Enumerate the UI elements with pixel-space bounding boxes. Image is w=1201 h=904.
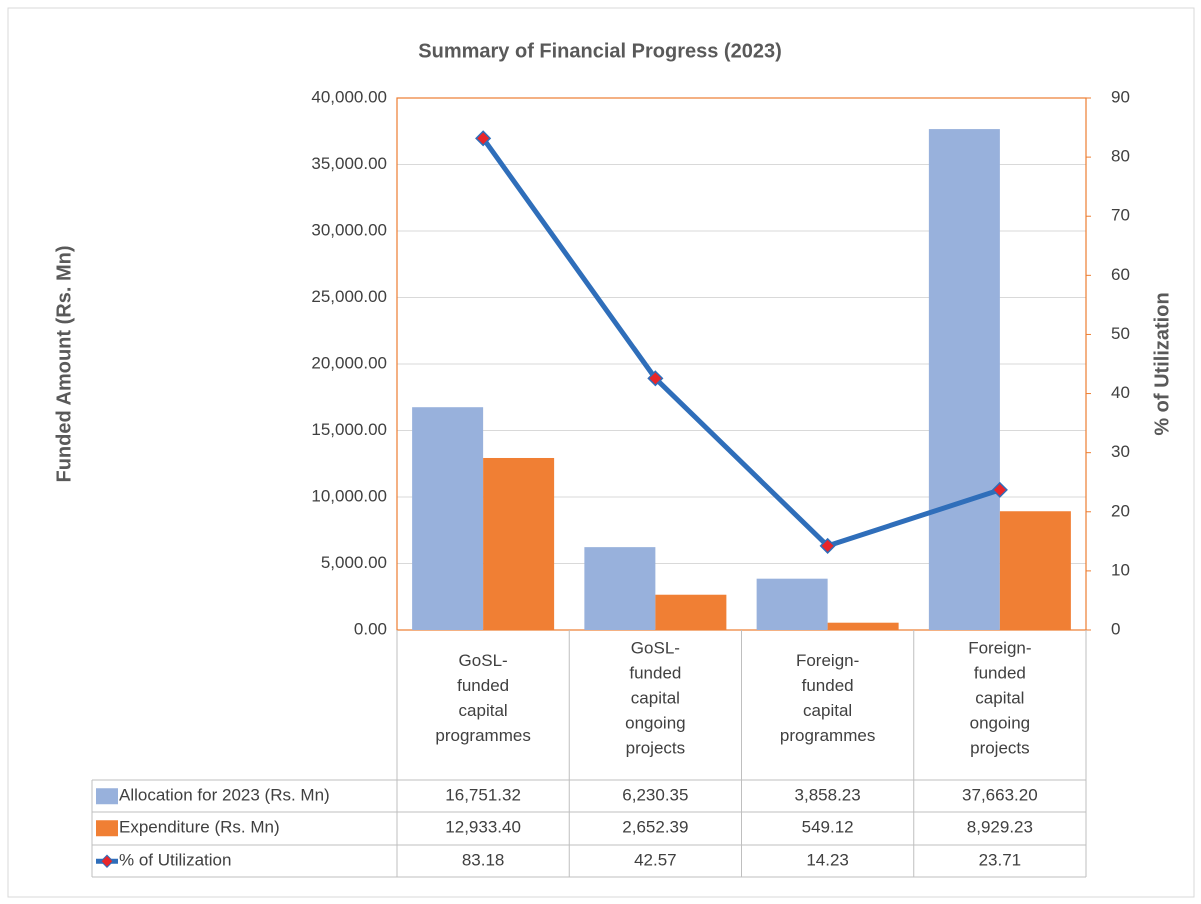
y2-tick-label: 30: [1111, 442, 1130, 461]
y-tick-label: 20,000.00: [311, 353, 387, 372]
x-tick-line: GoSL-: [459, 651, 508, 670]
marker: [819, 537, 836, 554]
x-tick-line: capital: [975, 689, 1024, 708]
bar: [412, 407, 484, 630]
x-tick-line: programmes: [780, 726, 875, 745]
table-value: 2,652.39: [622, 818, 688, 837]
x-tick-line: funded: [629, 664, 681, 683]
x-tick-line: funded: [974, 664, 1026, 683]
y2-tick-label: 10: [1111, 560, 1130, 579]
y-axis-title: Funded Amount (Rs. Mn): [53, 246, 75, 483]
y-tick-label: 25,000.00: [311, 287, 387, 306]
x-tick-line: Foreign-: [796, 651, 859, 670]
legend-key-marker: [100, 854, 114, 868]
y-tick-label: 15,000.00: [311, 420, 387, 439]
bar: [655, 594, 727, 630]
x-tick-line: funded: [802, 676, 854, 695]
x-tick-line: GoSL-: [631, 639, 680, 658]
x-tick-line: ongoing: [625, 714, 686, 733]
table-value: 16,751.32: [445, 786, 521, 805]
y2-axis-title: % of Utilization: [1151, 292, 1173, 435]
y2-tick-label: 80: [1111, 147, 1130, 166]
y-tick-label: 5,000.00: [321, 553, 387, 572]
chart-title: Summary of Financial Progress (2023): [418, 40, 781, 62]
table-value: 14.23: [806, 851, 849, 870]
y2-tick-label: 70: [1111, 206, 1130, 225]
bar: [584, 547, 656, 630]
y-tick-label: 35,000.00: [311, 154, 387, 173]
x-tick-line: programmes: [435, 726, 530, 745]
marker: [991, 481, 1008, 498]
table-value: 6,230.35: [622, 786, 688, 805]
x-tick-line: capital: [631, 689, 680, 708]
y-tick-label: 30,000.00: [311, 220, 387, 239]
table-value: 83.18: [462, 851, 505, 870]
line: [481, 136, 1001, 549]
bar: [483, 457, 555, 630]
y2-tick-label: 40: [1111, 383, 1130, 402]
x-tick-line: ongoing: [970, 714, 1031, 733]
table-value: 23.71: [979, 851, 1022, 870]
table-value: 12,933.40: [445, 818, 521, 837]
table-value: 8,929.23: [967, 818, 1033, 837]
x-tick-line: capital: [803, 701, 852, 720]
legend-key: [96, 820, 118, 837]
y2-tick-label: 20: [1111, 501, 1130, 520]
x-tick-label: GoSL-funded capital ongoing projects: [625, 639, 686, 758]
x-tick-label: GoSL-funded capital programmes: [435, 651, 530, 745]
x-tick-line: funded: [457, 676, 509, 695]
x-tick-label: Foreign-funded capital ongoing projects: [968, 639, 1031, 758]
y2-tick-label: 0: [1111, 619, 1120, 638]
x-tick-line: projects: [970, 739, 1030, 758]
x-tick-line: capital: [459, 701, 508, 720]
bar: [928, 129, 1000, 630]
marker: [475, 130, 492, 147]
table-value: 37,663.20: [962, 786, 1038, 805]
legend-label: % of Utilization: [119, 851, 231, 870]
y-tick-label: 10,000.00: [311, 486, 387, 505]
legend-label: Expenditure (Rs. Mn): [119, 818, 280, 837]
legend-label: Allocation for 2023 (Rs. Mn): [119, 786, 330, 805]
chart-border: [7, 7, 1195, 898]
y2-tick-label: 60: [1111, 265, 1130, 284]
legend-key: [96, 788, 118, 805]
table-value: 42.57: [634, 851, 677, 870]
bar: [827, 622, 899, 630]
table-value: 549.12: [802, 818, 854, 837]
table-value: 3,858.23: [795, 786, 861, 805]
y-tick-label: 40,000.00: [311, 87, 387, 106]
x-tick-line: Foreign-: [968, 639, 1031, 658]
y-tick-label: 0.00: [354, 619, 387, 638]
bar: [756, 578, 828, 630]
y2-tick-label: 90: [1111, 87, 1130, 106]
marker: [647, 370, 664, 387]
x-tick-line: projects: [626, 739, 686, 758]
bar: [999, 511, 1071, 630]
x-tick-label: Foreign-funded capital programmes: [780, 651, 875, 745]
y2-tick-label: 50: [1111, 324, 1130, 343]
